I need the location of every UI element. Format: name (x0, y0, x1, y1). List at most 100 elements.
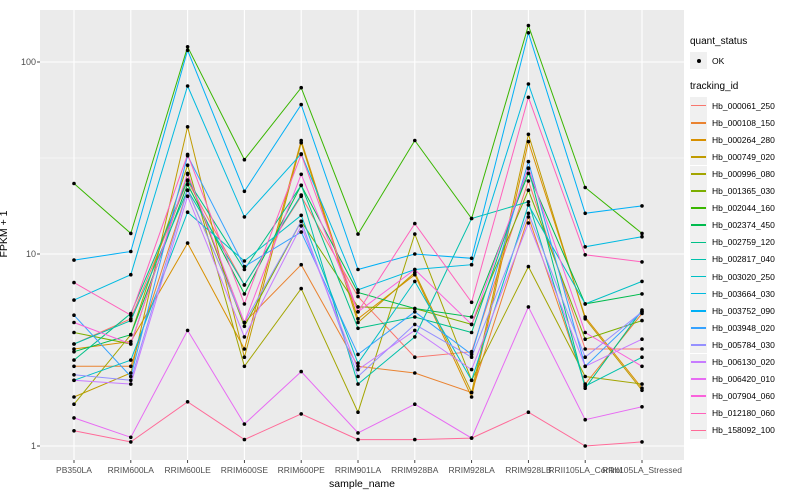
legend-item: Hb_003664_030 (690, 285, 798, 303)
data-point (356, 364, 360, 369)
y-tick-label: 100 (20, 56, 36, 67)
data-point (356, 294, 360, 299)
data-point (129, 332, 133, 337)
legend-item-label: Hb_012180_060 (712, 408, 775, 419)
data-point (526, 203, 531, 207)
data-point (242, 364, 247, 369)
data-point (129, 374, 133, 379)
data-point (299, 369, 304, 374)
legend-key-box (690, 353, 707, 371)
data-point (640, 204, 644, 208)
data-point (242, 335, 247, 339)
data-point (583, 185, 587, 190)
y-tick-label: 10 (25, 248, 36, 259)
data-point (356, 267, 360, 272)
data-point (129, 358, 133, 362)
x-tick-label: RRII105LA_Stressed (602, 465, 682, 475)
legend-item: Hb_000108_150 (690, 114, 798, 132)
legend-key-box (690, 421, 707, 439)
data-point (583, 355, 587, 360)
legend-key-box (690, 268, 707, 286)
data-point (356, 431, 360, 435)
data-point (356, 410, 360, 415)
data-point (185, 210, 190, 214)
legend-item-label: Hb_007904_060 (712, 391, 775, 402)
data-point (185, 178, 190, 182)
legend-key-box (690, 148, 707, 166)
data-point (185, 182, 190, 187)
data-point (413, 138, 417, 143)
data-point (526, 200, 531, 204)
data-point (185, 188, 190, 192)
data-point (242, 264, 247, 269)
legend-key-box (690, 114, 707, 132)
data-point (413, 371, 417, 375)
data-point (129, 249, 133, 254)
data-point (526, 410, 531, 415)
data-point (526, 305, 531, 309)
data-point (526, 221, 531, 225)
data-point (526, 159, 531, 164)
data-point (640, 292, 644, 296)
data-point (72, 320, 76, 325)
data-point (413, 335, 417, 339)
legend-key-box (690, 216, 707, 234)
data-point (469, 322, 474, 327)
data-point (469, 352, 474, 357)
data-point (469, 355, 474, 360)
legend-item: Hb_002817_040 (690, 250, 798, 268)
data-point (299, 412, 304, 416)
data-point (640, 355, 644, 360)
data-point (583, 253, 587, 257)
legend-key-box (690, 52, 707, 70)
data-point (72, 402, 76, 407)
data-point (299, 230, 304, 234)
data-point (242, 157, 247, 162)
data-point (583, 211, 587, 216)
legend-key-box (690, 319, 707, 337)
data-point (185, 194, 190, 198)
legend-key-box (690, 404, 707, 422)
legend-color-line-icon (691, 361, 706, 363)
legend-key-box (690, 250, 707, 268)
x-tick-label: RRIM600PE (277, 465, 325, 475)
data-point (640, 318, 644, 323)
data-point (413, 315, 417, 319)
legend-key-box (690, 336, 707, 354)
data-point (72, 181, 76, 186)
data-point (583, 417, 587, 422)
legend-item-label: Hb_002817_040 (712, 254, 775, 265)
data-point (583, 302, 587, 306)
legend-item-label: OK (712, 55, 725, 66)
data-point (72, 298, 76, 302)
data-point (299, 102, 304, 107)
legend-item: Hb_001365_030 (690, 182, 798, 200)
legend-item-label: Hb_003948_020 (712, 322, 775, 333)
data-point (356, 317, 360, 321)
data-point (356, 288, 360, 292)
data-point (640, 382, 644, 386)
legend-key-box (690, 97, 707, 115)
data-point (413, 355, 417, 360)
data-point (299, 193, 304, 197)
data-point (299, 183, 304, 188)
data-point (356, 305, 360, 309)
legend-item-label: Hb_003752_090 (712, 305, 775, 316)
legend-item-label: Hb_005784_030 (712, 339, 775, 350)
legend-item-label: Hb_002759_120 (712, 237, 775, 248)
data-point (356, 374, 360, 379)
data-point (583, 337, 587, 342)
data-point (583, 444, 587, 448)
data-point (72, 313, 76, 318)
data-point (526, 82, 531, 86)
data-point (583, 384, 587, 388)
data-point (72, 347, 76, 351)
legend-item-label: Hb_003664_030 (712, 288, 775, 299)
data-point (356, 326, 360, 331)
legend-item-label: Hb_003020_250 (712, 271, 775, 282)
data-point (299, 262, 304, 267)
data-point (356, 367, 360, 372)
legend-item-label: Hb_002374_450 (712, 220, 775, 231)
data-point (640, 260, 644, 264)
